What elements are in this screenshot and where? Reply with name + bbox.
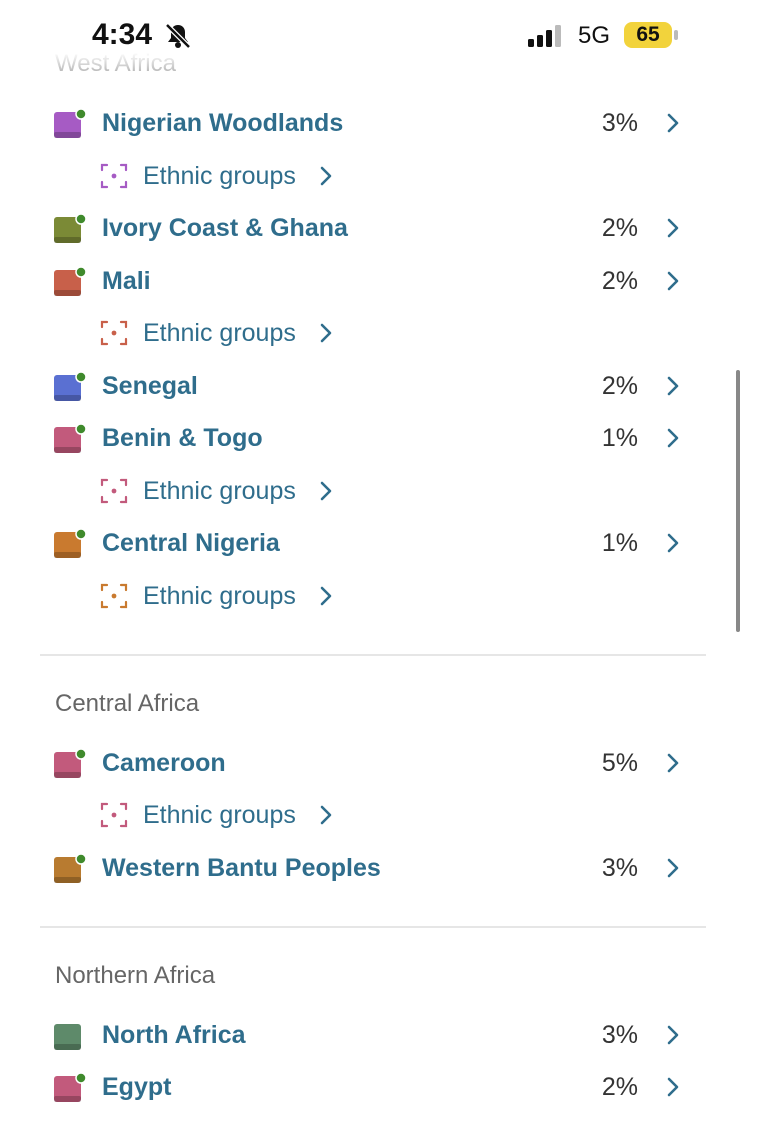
ethnic-groups-icon xyxy=(100,583,128,608)
region-percent: 3% xyxy=(601,1020,638,1049)
region-icon xyxy=(54,852,87,883)
ethnic-groups-link[interactable]: Ethnic groups xyxy=(143,801,296,829)
region-percent: 3% xyxy=(601,853,638,882)
divider xyxy=(40,925,706,928)
signal-icon xyxy=(528,25,561,47)
region-name[interactable]: Cameroon xyxy=(102,748,226,777)
region-icon xyxy=(54,528,87,558)
region-name[interactable]: Egypt xyxy=(102,1073,172,1101)
ethnic-groups-link[interactable]: Ethnic groups xyxy=(143,161,296,190)
region-percent: 2% xyxy=(601,214,638,242)
region-icon xyxy=(54,423,87,453)
region-icon xyxy=(54,1072,87,1102)
chevron xyxy=(320,805,332,825)
chevron xyxy=(667,376,679,395)
chevron xyxy=(667,753,679,772)
region-name[interactable]: Benin & Togo xyxy=(102,424,263,452)
chevron xyxy=(667,428,679,448)
section-title: Central Africa xyxy=(55,689,200,717)
region-percent: 2% xyxy=(601,266,638,295)
region-percent: 5% xyxy=(601,748,638,777)
chevron xyxy=(320,323,332,343)
region-percent: 2% xyxy=(601,371,638,400)
region-name[interactable]: Senegal xyxy=(102,371,198,400)
region-name[interactable]: Ivory Coast & Ghana xyxy=(102,214,348,242)
chevron xyxy=(667,1077,679,1097)
ethnic-groups-link[interactable]: Ethnic groups xyxy=(143,581,296,610)
chevron xyxy=(667,218,679,238)
chevron xyxy=(667,858,679,877)
region-icon xyxy=(54,747,87,778)
ethnic-groups-icon xyxy=(100,320,128,346)
battery: 65 xyxy=(624,22,672,48)
chevron xyxy=(320,166,332,185)
status-bar: 4:34 5G 65 xyxy=(0,0,758,60)
battery-tip xyxy=(674,30,678,40)
region-name[interactable]: Nigerian Woodlands xyxy=(102,109,344,137)
ethnic-groups-icon xyxy=(100,478,128,503)
silent-icon xyxy=(165,23,191,49)
region-percent: 3% xyxy=(601,109,638,137)
region-name[interactable]: Mali xyxy=(102,266,151,295)
chevron xyxy=(667,533,679,553)
region-icon xyxy=(54,1023,81,1050)
ethnic-groups-icon xyxy=(100,802,128,828)
region-icon xyxy=(54,108,87,138)
divider xyxy=(40,653,706,656)
network-type: 5G xyxy=(578,22,611,49)
region-percent: 1% xyxy=(601,424,638,452)
scrollbar xyxy=(736,370,740,632)
clock: 4:34 xyxy=(92,18,153,51)
chevron xyxy=(667,1025,679,1044)
ethnic-groups-link[interactable]: Ethnic groups xyxy=(143,319,296,347)
chevron xyxy=(667,271,679,290)
region-icon xyxy=(54,213,87,243)
region-icon xyxy=(54,265,87,296)
chevron xyxy=(320,481,332,500)
region-percent: 1% xyxy=(601,529,638,557)
region-name[interactable]: Western Bantu Peoples xyxy=(102,853,381,882)
region-percent: 2% xyxy=(601,1073,638,1101)
ethnic-groups-link[interactable]: Ethnic groups xyxy=(143,476,296,505)
ethnic-groups-icon xyxy=(100,163,128,188)
region-icon xyxy=(54,370,87,401)
chevron xyxy=(667,113,679,133)
chevron xyxy=(320,586,332,605)
region-name[interactable]: Central Nigeria xyxy=(102,529,280,557)
region-name[interactable]: North Africa xyxy=(102,1020,246,1049)
section-title: Northern Africa xyxy=(55,961,216,989)
